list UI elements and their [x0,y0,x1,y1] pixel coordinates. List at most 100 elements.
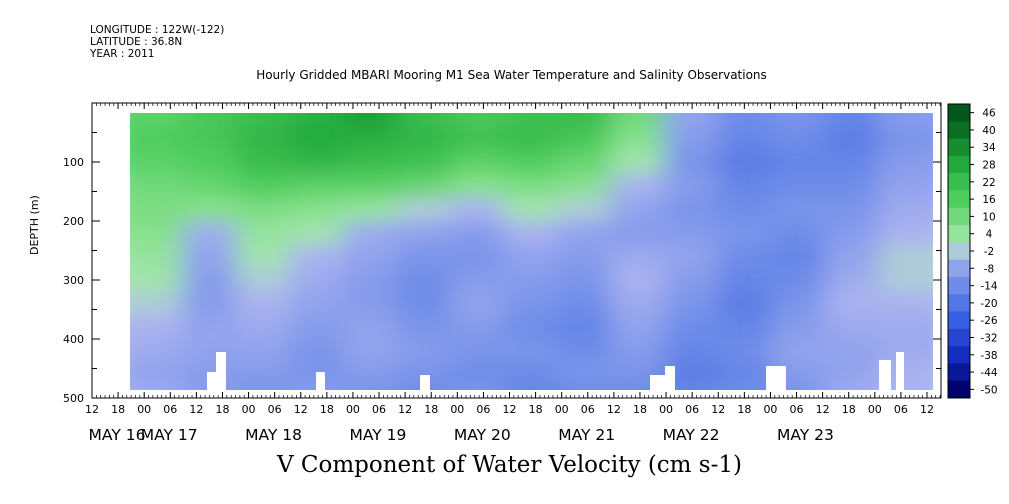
heatmap-cell [450,381,506,390]
heatmap-cell [824,113,881,130]
colorbar-swatch [948,346,970,364]
colorbar-label: 46 [982,108,996,120]
colorbar-swatch [948,155,970,174]
heatmap-cell [236,197,292,222]
heatmap-cell [878,362,933,383]
heatmap-cell [771,221,827,246]
heatmap-cell [610,315,667,340]
x-tick-label: 18 [842,403,856,416]
latitude-label: LATITUDE : 36.8N [90,36,183,48]
heatmap-cell [343,291,399,317]
heatmap-cell [717,268,774,293]
heatmap-cell [664,128,720,152]
heatmap-cell [878,268,933,293]
heatmap-cell [610,381,667,390]
heatmap-cell [289,244,346,270]
heatmap-cell [130,362,185,383]
heatmap-cell [236,291,292,317]
heatmap-cell [824,381,881,390]
heatmap-cell [503,113,560,130]
heatmap-cell [289,221,346,246]
heatmap-cell [396,128,453,152]
colorbar-swatch [948,104,970,122]
y-tick-label: 200 [63,215,84,228]
x-tick-label: 12 [711,403,725,416]
heatmap-cell [771,113,827,130]
heatmap-cell [289,268,346,293]
heatmap-cell [717,113,774,130]
heatmap-cell [610,339,667,364]
colorbar-label: 40 [982,125,995,137]
heatmap-cell [130,128,185,152]
heatmap-cell [130,381,185,390]
heatmap-cell [289,113,346,130]
missing-data-gap [896,352,904,390]
heatmap-cell [824,315,881,340]
heatmap-cell [503,244,560,270]
heatmap-cell [503,381,560,390]
colorbar-swatch [948,363,970,382]
heatmap-cell [450,339,506,364]
colorbar-frame [947,103,971,399]
longitude-label: LONGITUDE : 122W(-122) [90,24,225,36]
heatmap-cells [130,113,933,390]
heatmap-cell [236,339,292,364]
year-label: YEAR : 2011 [90,48,155,60]
heatmap-cell [824,173,881,199]
x-date-label: MAY 16 [89,426,146,444]
x-tick-label: 06 [372,403,386,416]
heatmap-cell [130,291,185,317]
heatmap-cell [503,291,560,317]
heatmap-cell [182,150,239,175]
missing-data-gap [207,372,217,390]
heatmap-cell [503,221,560,246]
x-date-label: MAY 22 [663,426,720,444]
x-tick-label: 18 [320,403,334,416]
heatmap-cell [878,173,933,199]
heatmap-cell [664,315,720,340]
x-tick-label: 00 [868,403,882,416]
x-tick-label: 18 [215,403,229,416]
heatmap-cell [664,113,720,130]
x-tick-label: 18 [111,403,125,416]
heatmap-cell [610,197,667,222]
heatmap-cell [717,381,774,390]
heatmap-cell [343,362,399,383]
heatmap-cell [182,244,239,270]
colorbar-label: 4 [986,229,993,241]
heatmap-cell [664,244,720,270]
x-tick-label: 00 [763,403,777,416]
x-tick-label: 00 [555,403,569,416]
chart-title: Hourly Gridded MBARI Mooring M1 Sea Wate… [256,68,767,82]
heatmap-cell [396,268,453,293]
y-tick-label: 100 [63,156,84,169]
x-date-label: MAY 18 [245,426,302,444]
colorbar-swatch [948,173,970,191]
heatmap-cell [557,244,613,270]
x-tick-label: 06 [268,403,282,416]
colorbar-swatch [948,138,970,157]
heatmap-cell [717,362,774,383]
heatmap-cell [771,173,827,199]
colorbar-label: -26 [980,315,997,327]
heatmap-cell [771,339,827,364]
x-tick-label: 06 [894,403,908,416]
heatmap-cell [343,315,399,340]
x-tick-label: 00 [346,403,360,416]
heatmap-cell [182,197,239,222]
heatmap-cell [236,315,292,340]
heatmap-cell [610,113,667,130]
heatmap-cell [396,362,453,383]
heatmap-cell [610,173,667,199]
heatmap-cell [236,268,292,293]
y-tick-label: 400 [63,333,84,346]
heatmap-cell [717,291,774,317]
x-date-label: MAY 20 [454,426,511,444]
colorbar-label: -38 [980,350,997,362]
heatmap-cell [396,339,453,364]
heatmap-cell [878,197,933,222]
heatmap-cell [236,128,292,152]
x-tick-label: 06 [790,403,804,416]
heatmap-cell [450,291,506,317]
heatmap-cell [610,268,667,293]
